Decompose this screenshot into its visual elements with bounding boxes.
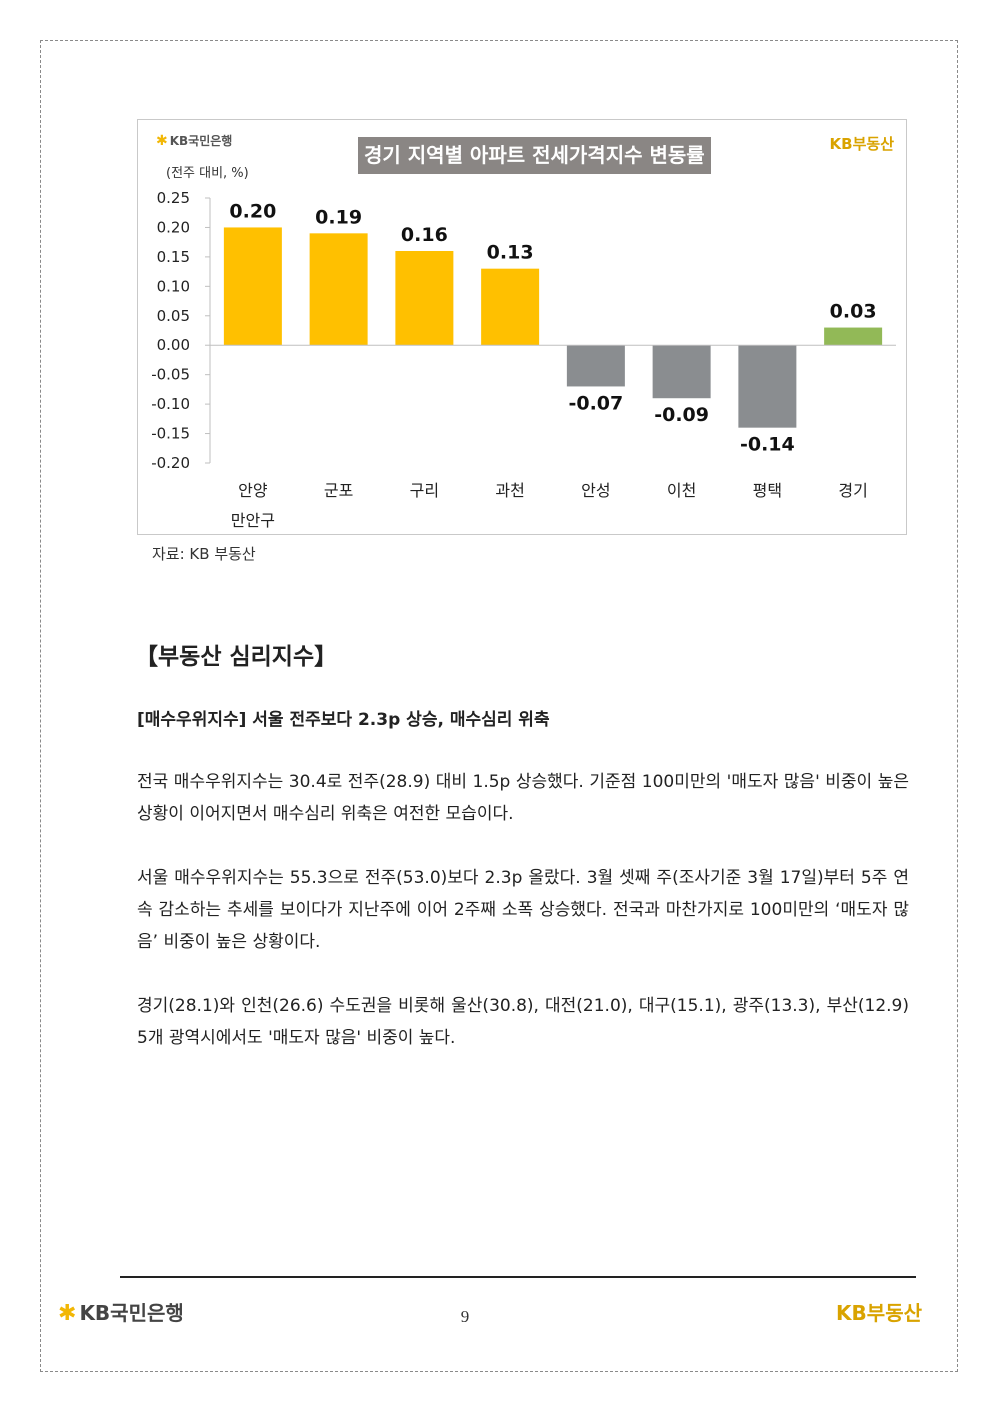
- y-tick-label: -0.05: [151, 366, 190, 384]
- y-tick-label: 0.25: [157, 189, 190, 207]
- x-category-label: 군포: [324, 481, 353, 500]
- y-tick-label: -0.20: [151, 454, 190, 472]
- bar-value-label: 0.16: [401, 224, 448, 246]
- bar: [824, 327, 883, 346]
- sub-heading: [매수우위지수] 서울 전주보다 2.3p 상승, 매수심리 위축: [137, 710, 550, 730]
- bar: [566, 345, 625, 387]
- bar: [481, 268, 540, 346]
- chart-title: 경기 지역별 아파트 전세가격지수 변동률: [358, 137, 711, 174]
- x-category-label: 이천: [667, 481, 696, 500]
- bar: [738, 345, 797, 428]
- y-tick-label: 0.05: [157, 307, 190, 325]
- x-category-label: 구리: [410, 481, 439, 500]
- y-tick-label: 0.10: [157, 277, 190, 295]
- bar-chart: 0.25 0.20 0.15 0.10 0.05 0.00 -0.05 -0.10 -0.15 -…: [151, 189, 896, 530]
- bar-value-label: -0.09: [654, 404, 709, 426]
- x-category-label: 안양: [238, 481, 268, 500]
- bar: [652, 345, 711, 399]
- bar-value-label: 0.19: [315, 206, 362, 228]
- source-note: 자료: KB 부동산: [152, 545, 256, 563]
- kb-realestate-logo-small: KB부동산: [829, 135, 894, 153]
- x-category-label: 과천: [495, 481, 524, 500]
- x-category-label-line2: 만안구: [231, 511, 275, 530]
- y-tick-label: 0.15: [157, 248, 190, 266]
- x-category-label: 경기: [838, 481, 867, 500]
- y-tick-label: 0.00: [157, 336, 190, 354]
- kb-star-icon: ✱: [156, 133, 168, 149]
- bar: [223, 227, 282, 346]
- kb-star-icon: ✱: [58, 1301, 77, 1326]
- page-border: [40, 40, 958, 1372]
- footer-kb-bank-logo: ✱ KB국민은행: [58, 1301, 184, 1326]
- y-tick-label: -0.10: [151, 395, 190, 413]
- x-category-label: 평택: [753, 481, 782, 500]
- section-title: 【부동산 심리지수】: [135, 644, 338, 670]
- bar: [309, 233, 368, 346]
- page-number: 9: [460, 1307, 470, 1326]
- y-tick-label: -0.15: [151, 425, 190, 443]
- bar-value-label: 0.03: [830, 301, 877, 323]
- paragraph-regions: 경기(28.1)와 인천(26.6) 수도권을 비롯해 울산(30.8), 대전…: [137, 996, 909, 1048]
- x-category-label: 안성: [581, 481, 610, 500]
- paragraph-seoul: 서울 매수우위지수는 55.3으로 전주(53.0)보다 2.3p 올랐다. 3…: [137, 868, 909, 952]
- y-tick-label: 0.20: [157, 218, 190, 236]
- bar-value-label: 0.13: [487, 242, 534, 264]
- footer-divider: [120, 1276, 916, 1278]
- chart-unit-label: (전주 대비, %): [166, 166, 249, 181]
- bar-value-label: -0.14: [740, 434, 795, 456]
- bar: [395, 251, 454, 346]
- footer-kb-realestate-logo: KB부동산: [836, 1301, 922, 1325]
- bar-value-label: 0.20: [229, 200, 276, 222]
- kb-bank-logo-small: ✱ KB국민은행: [156, 133, 233, 149]
- chart-panel: ✱ KB국민은행 경기 지역별 아파트 전세가격지수 변동률 KB부동산 (전주 …: [137, 119, 907, 535]
- bar-value-label: -0.07: [568, 392, 623, 414]
- paragraph-national: 전국 매수우위지수는 30.4로 전주(28.9) 대비 1.5p 상승했다. …: [137, 772, 909, 824]
